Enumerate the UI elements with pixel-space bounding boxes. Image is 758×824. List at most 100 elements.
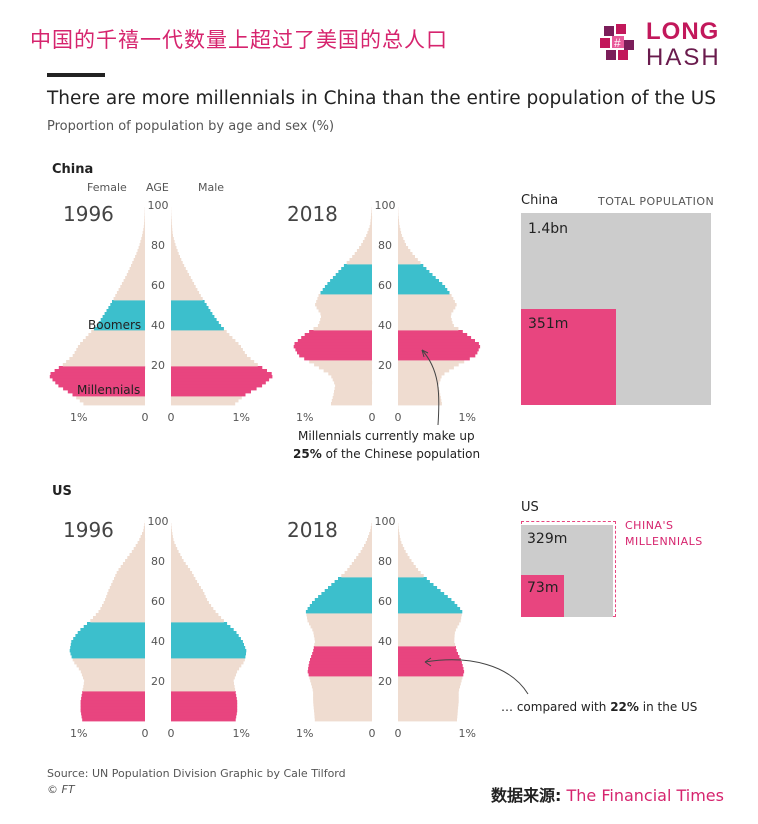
pyramid-bar-female-other bbox=[137, 249, 145, 253]
pyramid-bar-male-millennials bbox=[398, 661, 462, 665]
x-axis-tick-label: 1% bbox=[70, 411, 87, 424]
pyramid-bar-female-millennials bbox=[81, 697, 145, 701]
pyramid-bar-male-other bbox=[398, 529, 399, 533]
pyramid-bar-female-other bbox=[370, 526, 372, 530]
pyramid-bar-male-other bbox=[171, 222, 172, 226]
pyramid-bar-male-other bbox=[398, 384, 439, 388]
pyramid-bar-female-other bbox=[314, 637, 372, 641]
pyramid-bar-female-other bbox=[359, 246, 372, 250]
pyramid-bar-male-boomers bbox=[171, 637, 241, 641]
pyramid-bar-female-boomers bbox=[71, 655, 145, 659]
pyramid-bar-female-other bbox=[125, 559, 145, 563]
pyramid-bar-male-other bbox=[398, 544, 403, 548]
pyramid-bar-male-other bbox=[171, 538, 174, 542]
age-tick-label: 80 bbox=[378, 555, 392, 568]
pyramid-bar-female-other bbox=[313, 700, 372, 704]
pyramid-bar-male-other bbox=[398, 562, 414, 566]
age-tick-label: 60 bbox=[378, 279, 392, 292]
pyramid-bar-female-other bbox=[371, 213, 372, 217]
pyramid-bar-male-boomers bbox=[398, 580, 430, 584]
female-label: Female bbox=[87, 181, 127, 194]
pyramid-bar-male-millennials bbox=[171, 703, 238, 707]
pyramid-bar-male-other bbox=[171, 685, 235, 689]
pyramid-bar-female-other bbox=[105, 598, 145, 602]
pyramid-bar-female-boomers bbox=[104, 312, 145, 316]
pyramid-bar-male-other bbox=[398, 625, 458, 629]
pyramid-bar-female-other bbox=[131, 550, 145, 554]
pyramid-bar-male-other bbox=[171, 240, 175, 244]
pyramid-bar-male-other bbox=[398, 237, 404, 241]
pyramid-bar-female-other bbox=[113, 297, 145, 301]
pyramid-bar-female-boomers bbox=[331, 583, 372, 587]
pyramid-bar-male-other bbox=[171, 255, 180, 259]
data-source-value: The Financial Times bbox=[566, 786, 724, 805]
pyramid-bar-female-boomers bbox=[322, 288, 372, 292]
us-annotation-pct: 22% bbox=[610, 700, 639, 714]
pyramid-bar-female-other bbox=[314, 643, 372, 647]
pyramid-bar-male-other bbox=[171, 658, 245, 662]
pyramid-bar-male-other bbox=[398, 697, 459, 701]
pyramid-bar-male-other bbox=[398, 700, 459, 704]
pyramid-bar-male-boomers bbox=[171, 312, 213, 316]
pyramid-bar-female-other bbox=[143, 228, 145, 232]
pyramid-bar-female-other bbox=[121, 282, 145, 286]
pyramid-bar-female-other bbox=[314, 363, 372, 367]
pyramid-bar-female-other bbox=[107, 592, 145, 596]
pyramid-bar-male-other bbox=[398, 535, 400, 539]
pyramid-bar-male-other bbox=[171, 276, 191, 280]
pyramid-bar-male-other bbox=[171, 297, 203, 301]
data-source-label: 数据来源: bbox=[491, 786, 562, 805]
pyramid-bar-female-other bbox=[98, 610, 145, 614]
pyramid-bar-female-other bbox=[313, 703, 372, 707]
pyramid-bar-female-other bbox=[310, 625, 372, 629]
x-axis-tick-label: 0 bbox=[369, 411, 376, 424]
pyramid-bar-female-other bbox=[316, 306, 372, 310]
pyramid-bar-male-other bbox=[171, 267, 186, 271]
pyramid-bar-female-other bbox=[309, 360, 372, 364]
pyramid-bar-male-other bbox=[171, 529, 172, 533]
pyramid-bar-male-other bbox=[398, 360, 465, 364]
pyramid-bar-male-boomers bbox=[171, 634, 239, 638]
pyramid-bar-male-other bbox=[171, 664, 242, 668]
pyramid-bar-male-other bbox=[171, 273, 190, 277]
pyramid-bar-female-boomers bbox=[309, 604, 372, 608]
pyramid-bar-male-millennials bbox=[171, 393, 246, 397]
arrow-head bbox=[421, 349, 429, 358]
pyramid-bar-male-boomers bbox=[171, 318, 217, 322]
pyramid-bar-female-other bbox=[371, 210, 372, 214]
pyramid-bar-female-other bbox=[108, 589, 145, 593]
pyramid-bar-male-other bbox=[398, 318, 452, 322]
age-tick-label: 100 bbox=[375, 199, 396, 212]
pyramid-bar-male-other bbox=[171, 342, 239, 346]
pyramid-bar-male-boomers bbox=[171, 622, 228, 626]
pyramid-bar-male-other bbox=[398, 541, 402, 545]
pyramid-bar-male-other bbox=[398, 381, 440, 385]
pyramid-bar-female-millennials bbox=[49, 375, 145, 379]
pyramid-bar-male-other bbox=[171, 667, 240, 671]
pyramid-bar-male-boomers bbox=[398, 282, 443, 286]
pyramid-bar-male-other bbox=[171, 670, 238, 674]
pyramid-bar-male-other bbox=[171, 402, 236, 406]
pyramid-bar-male-millennials bbox=[398, 333, 468, 337]
pyramid-bar-male-millennials bbox=[171, 381, 266, 385]
pyramid-bar-female-other bbox=[72, 354, 145, 358]
copyright-text: © FT bbox=[47, 783, 75, 796]
china-annotation-line2: 25% of the Chinese population bbox=[293, 447, 480, 461]
pyramid-bar-female-boomers bbox=[321, 592, 372, 596]
square-title-us: US bbox=[521, 500, 539, 515]
pyramid-bar-female-millennials bbox=[81, 712, 145, 716]
pyramid-bar-male-other bbox=[398, 676, 463, 680]
pyramid-bar-female-other bbox=[366, 234, 372, 238]
pyramid-bar-female-other bbox=[72, 658, 145, 662]
pyramid-bar-male-boomers bbox=[171, 306, 209, 310]
pyramid-bar-female-other bbox=[122, 562, 145, 566]
pyramid-bar-male-other bbox=[171, 592, 205, 596]
pyramid-bar-male-other bbox=[171, 252, 179, 256]
pyramid-bar-male-millennials bbox=[398, 357, 470, 361]
chart-title: There are more millennials in China than… bbox=[47, 88, 717, 109]
pyramid-bar-male-other bbox=[398, 234, 402, 238]
pyramid-bar-female-other bbox=[103, 601, 145, 605]
pyramid-bar-female-millennials bbox=[308, 673, 372, 677]
pyramid-bar-female-other bbox=[74, 351, 145, 355]
pyramid-bar-female-other bbox=[331, 375, 372, 379]
